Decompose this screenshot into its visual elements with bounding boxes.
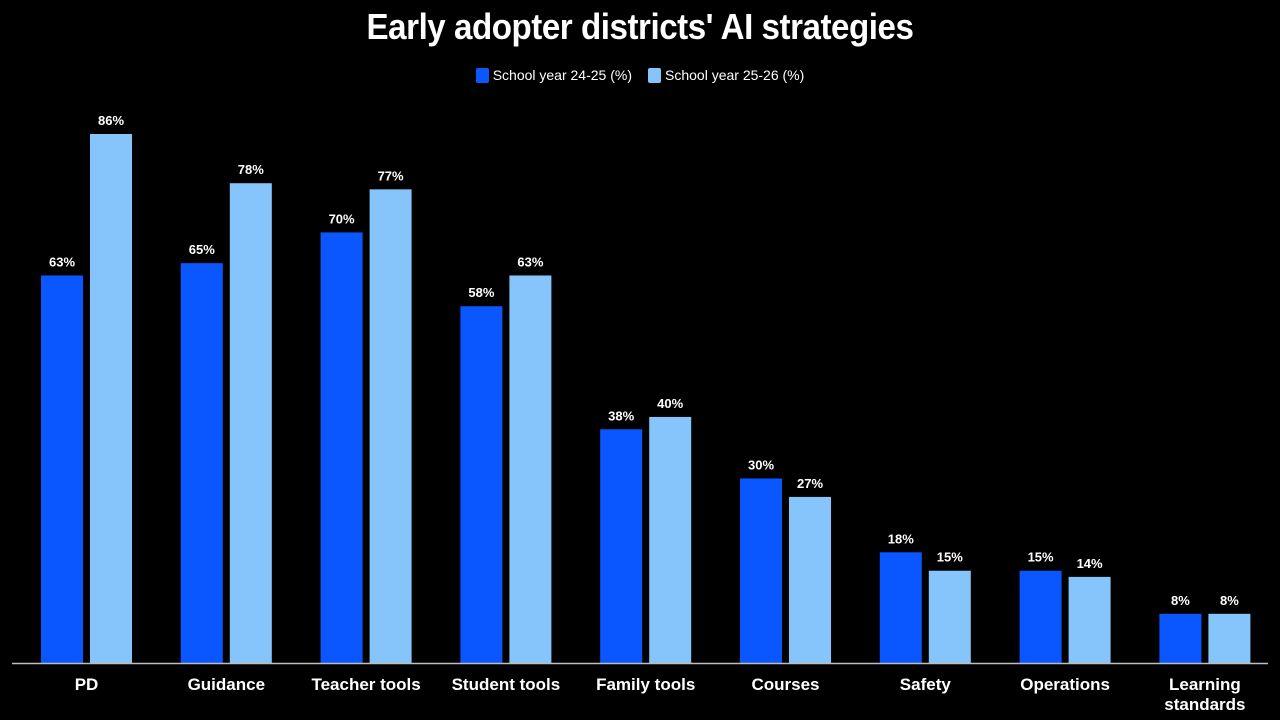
category-label: Family tools	[596, 675, 695, 694]
bar-guidance-series-1	[180, 263, 223, 663]
data-label: 18%	[888, 531, 914, 546]
legend-label-2526: School year 25-26 (%)	[665, 67, 805, 83]
legend-swatch-2526	[648, 67, 661, 83]
category-label: PD	[75, 675, 99, 694]
chart-title: Early adopter districts' AI strategies	[366, 6, 914, 47]
category-label: Courses	[751, 675, 819, 694]
bar-family-tools-series-2	[649, 416, 692, 663]
legend: School year 24-25 (%) School year 25-26 …	[0, 67, 1280, 83]
bar-operations-series-1	[1019, 570, 1062, 663]
data-label: 63%	[517, 254, 543, 269]
category-label: Operations	[1020, 675, 1110, 694]
category-label: Teacher tools	[311, 675, 420, 694]
data-label: 30%	[748, 457, 774, 472]
bar-guidance-series-2	[229, 183, 272, 664]
legend-label-2425: School year 24-25 (%)	[492, 67, 632, 83]
bar-teacher-tools-series-2	[369, 189, 412, 663]
data-label: 15%	[1028, 550, 1054, 565]
category-label: Student tools	[452, 675, 561, 694]
data-label: 8%	[1220, 593, 1239, 608]
data-label: 65%	[189, 242, 215, 257]
bar-pd-series-1	[41, 275, 83, 663]
category-label: Learning	[1169, 675, 1241, 694]
bar-safety-series-1	[879, 552, 922, 663]
bar-student-tools-series-2	[509, 275, 552, 663]
data-label: 58%	[468, 285, 494, 300]
legend-item-2526: School year 25-26 (%)	[648, 67, 804, 83]
category-label: standards	[1164, 695, 1245, 714]
data-label: 15%	[937, 550, 963, 565]
bar-pd-series-2	[90, 134, 132, 663]
data-label: 38%	[608, 408, 634, 423]
bar-safety-series-2	[928, 570, 971, 663]
data-label: 63%	[49, 254, 75, 269]
data-label: 14%	[1077, 556, 1103, 571]
data-label: 8%	[1171, 593, 1190, 608]
legend-item-2425: School year 24-25 (%)	[475, 67, 632, 83]
data-label: 86%	[98, 113, 124, 128]
data-label: 70%	[329, 211, 355, 226]
data-label: 77%	[378, 168, 404, 183]
bar-family-tools-series-1	[600, 429, 643, 663]
bar-teacher-tools-series-1	[320, 232, 363, 663]
legend-swatch-2425	[475, 67, 489, 83]
data-label: 40%	[657, 396, 683, 411]
bar-student-tools-series-1	[460, 306, 503, 663]
data-label: 27%	[797, 476, 823, 491]
category-label: Safety	[900, 675, 952, 694]
bar-learning-standards-series-1	[1159, 613, 1202, 663]
bar-learning-standards-series-2	[1208, 613, 1251, 663]
category-label: Guidance	[188, 675, 265, 694]
bar-courses-series-2	[789, 496, 831, 663]
bar-courses-series-1	[740, 478, 782, 663]
data-label: 78%	[238, 162, 264, 177]
bar-operations-series-2	[1068, 576, 1111, 663]
